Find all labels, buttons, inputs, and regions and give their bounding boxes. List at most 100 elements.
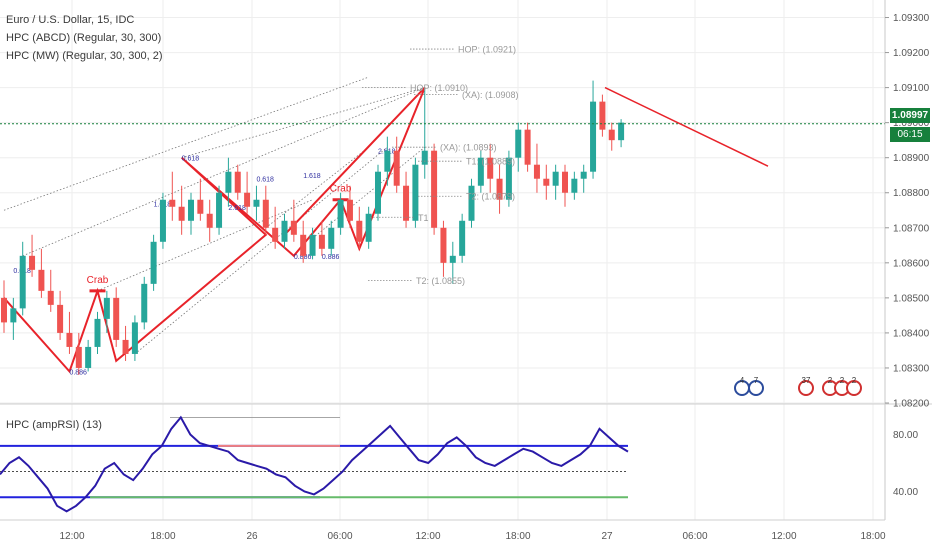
candle-body: [505, 157, 512, 200]
price-tick-label: 1.09300: [893, 13, 930, 24]
candle-body: [309, 234, 316, 256]
candle-body: [318, 234, 325, 249]
time-tick-label: 18:00: [150, 531, 175, 542]
time-tick-label: 06:00: [327, 531, 352, 542]
candle-body: [590, 101, 597, 172]
candle-body: [337, 199, 344, 228]
event-badge-ring: [798, 380, 814, 396]
candle-body: [487, 157, 494, 179]
candle-body: [141, 283, 148, 323]
candle-body: [1, 297, 7, 323]
candle-body: [580, 171, 587, 179]
price-tick-label: 1.08500: [893, 293, 930, 304]
time-tick-label: 12:00: [59, 531, 84, 542]
fib-ratio-label: 1.618: [303, 173, 321, 180]
mw-indicator-legend[interactable]: HPC (MW) (Regular, 30, 300, 2): [6, 50, 163, 62]
candle-body: [346, 199, 353, 221]
economic-event-badge: 4: [734, 376, 750, 396]
candle-body: [262, 199, 269, 228]
candle-body: [234, 171, 241, 193]
candle-body: [10, 308, 17, 323]
candle-body: [94, 318, 101, 347]
candle-body: [562, 171, 568, 193]
candle-body: [206, 213, 213, 228]
candle-body: [599, 101, 606, 130]
candle-body: [393, 150, 400, 186]
fib-connector-line: [97, 199, 313, 292]
harmonic-pattern-legs: [3, 86, 426, 374]
candle-body: [281, 220, 288, 242]
candle-body: [356, 220, 363, 242]
candle-body: [412, 164, 419, 221]
price-tick-label: 1.08800: [893, 188, 930, 199]
candle-body: [533, 164, 540, 179]
fib-connector-line: [3, 76, 369, 211]
fib-ratio-label: 0.886: [69, 369, 87, 376]
candle-body: [618, 122, 625, 141]
price-tick-label: 1.08600: [893, 258, 930, 269]
candle-body: [113, 297, 120, 340]
candle-body: [543, 178, 550, 186]
event-badge-ring: [846, 380, 862, 396]
symbol-legend[interactable]: Euro / U.S. Dollar, 15, IDC: [6, 14, 135, 26]
price-tick-label: 1.09000: [893, 118, 930, 129]
trend-annotation-line: [604, 86, 769, 167]
candle-body: [403, 185, 410, 221]
candle-body: [253, 199, 260, 207]
candle-body: [375, 171, 381, 214]
candle-body: [19, 255, 26, 309]
candle-body: [159, 199, 166, 242]
rsi-indicator-legend[interactable]: HPC (ampRSI) (13): [6, 419, 102, 431]
candle-body: [178, 206, 185, 221]
candle-body: [103, 297, 110, 319]
target-label: T1: [418, 213, 429, 223]
candle-body: [47, 290, 54, 305]
candle-body: [496, 178, 503, 200]
candle-body: [421, 150, 428, 165]
price-tick-label: 1.09100: [893, 83, 930, 94]
time-tick-label: 18:00: [860, 531, 885, 542]
price-tick-label: 1.08900: [893, 153, 930, 164]
candle-body: [440, 227, 447, 263]
candle-body: [300, 234, 307, 256]
fib-ratio-label: 0.618: [182, 156, 200, 163]
candle-body: [38, 269, 45, 291]
economic-event-badge: 2: [822, 376, 838, 396]
event-badge-count: 2: [840, 376, 845, 385]
time-tick-label: 12:00: [415, 531, 440, 542]
fib-connector-line: [312, 146, 426, 239]
time-tick-label: 12:00: [771, 531, 796, 542]
fib-ratio-label: 2.618: [228, 205, 246, 212]
economic-event-badge: 7: [748, 376, 764, 396]
price-tick-label: 1.09200: [893, 48, 930, 59]
fib-ratio-label: 0.886: [322, 254, 340, 261]
candle-body: [216, 192, 223, 228]
candle-body: [188, 199, 194, 221]
candle-body: [477, 157, 484, 186]
abcd-indicator-legend[interactable]: HPC (ABCD) (Regular, 30, 300): [6, 32, 162, 44]
rsi-series-line: [0, 415, 629, 513]
candle-layer: [1, 80, 625, 375]
candle-body: [29, 255, 36, 270]
crab-label: Crab: [87, 275, 109, 286]
target-label: (XA): (1.0908): [462, 90, 519, 100]
price-tick-label: 1.08300: [893, 363, 930, 374]
candle-body: [515, 129, 522, 158]
candle-body: [384, 150, 391, 172]
target-label: HOP: (1.0921): [458, 45, 516, 55]
candle-body: [66, 332, 73, 347]
candle-body: [552, 171, 559, 186]
rsi-layer: [0, 415, 629, 513]
time-tick-label: 27: [601, 531, 613, 542]
candle-body: [431, 150, 438, 228]
candle-body: [524, 129, 531, 165]
event-badge-ring: [748, 380, 764, 396]
rsi-tick-label: 80.00: [893, 430, 918, 441]
candle-body: [197, 199, 204, 214]
candle-body: [459, 220, 466, 256]
price-tick-label: 1.08400: [893, 328, 930, 339]
economic-event-badge: 37: [798, 376, 814, 396]
